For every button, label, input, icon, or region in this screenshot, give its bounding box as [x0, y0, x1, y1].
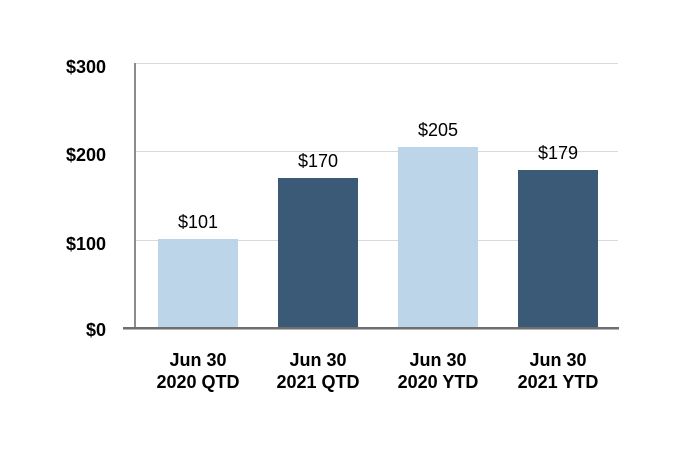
gridline-100: [135, 240, 618, 241]
data-label-2021-ytd: $179: [537, 143, 579, 163]
bar-2020-ytd: [398, 147, 478, 328]
category-label-line1: Jun 30: [289, 350, 347, 370]
bar-group-2021-qtd: $170: [278, 63, 358, 328]
bar-group-2021-ytd: $179: [518, 63, 598, 328]
y-tick-0: $0: [85, 320, 106, 340]
y-tick-200: $200: [65, 145, 106, 165]
category-label-line2: 2020 YTD: [397, 372, 479, 392]
bar-2021-qtd: [278, 178, 358, 328]
plot-area: $101 $170 $205 $179: [134, 63, 618, 328]
y-tick-100: $100: [65, 234, 106, 254]
data-label-2020-qtd: $101: [177, 212, 219, 232]
y-axis-line: [134, 63, 136, 328]
category-label-line1: Jun 30: [169, 350, 227, 370]
category-label-2021-ytd: Jun 30 2021 YTD: [488, 349, 628, 393]
category-label-line1: Jun 30: [409, 350, 467, 370]
category-label-2020-ytd: Jun 30 2020 YTD: [368, 349, 508, 393]
category-label-line2: 2021 YTD: [517, 372, 599, 392]
y-tick-300: $300: [65, 57, 106, 77]
bar-group-2020-ytd: $205: [398, 63, 478, 328]
bar-2020-qtd: [158, 239, 238, 328]
gridline-200: [135, 151, 618, 152]
gridline-300: [135, 63, 618, 64]
category-label-2020-qtd: Jun 30 2020 QTD: [128, 349, 268, 393]
category-label-2021-qtd: Jun 30 2021 QTD: [248, 349, 388, 393]
category-label-line2: 2021 QTD: [276, 372, 360, 392]
x-axis-line: [123, 327, 619, 330]
data-label-2021-qtd: $170: [297, 151, 339, 171]
bar-2021-ytd: [518, 170, 598, 328]
category-label-line2: 2020 QTD: [156, 372, 240, 392]
category-label-line1: Jun 30: [529, 350, 587, 370]
data-label-2020-ytd: $205: [417, 120, 459, 140]
bar-group-2020-qtd: $101: [158, 63, 238, 328]
